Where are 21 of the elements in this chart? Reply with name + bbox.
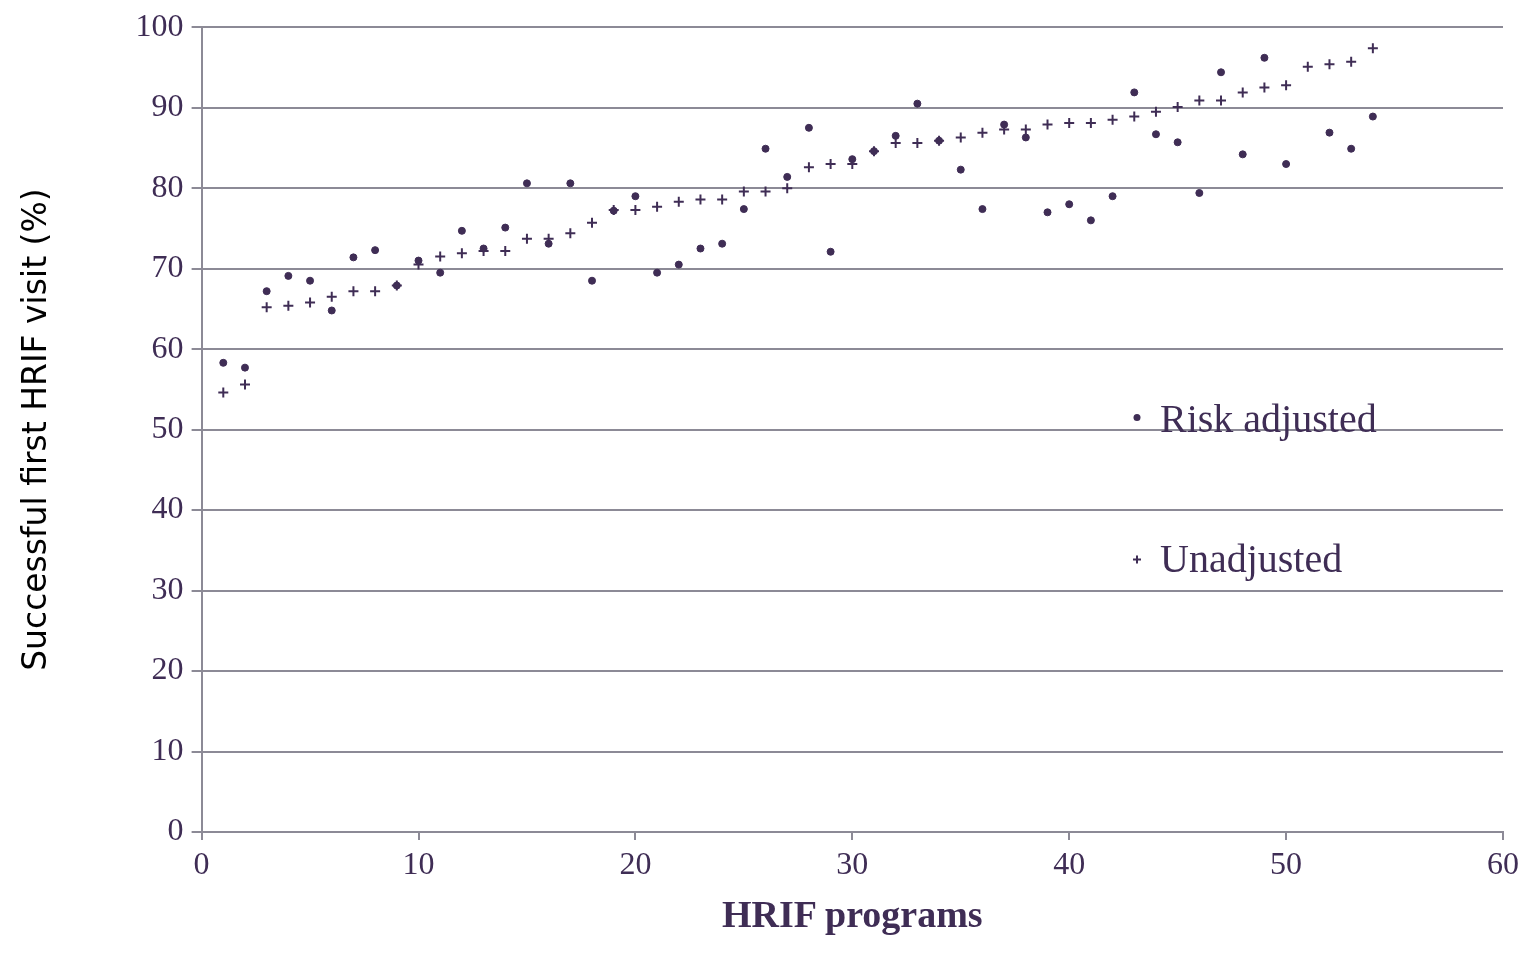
y-tick-label: 30 <box>151 569 184 606</box>
x-tick-label: 40 <box>1053 844 1086 881</box>
x-tick-label: 30 <box>836 844 869 881</box>
y-tick-label: 10 <box>151 730 184 767</box>
x-tick-label: 20 <box>619 844 652 881</box>
x-axis-title: HRIF programs <box>721 893 983 936</box>
legend-label: Unadjusted <box>1160 536 1343 582</box>
y-tick-label: 50 <box>151 409 184 446</box>
y-tick-label: 80 <box>151 167 184 204</box>
y-tick-label: 40 <box>151 489 184 526</box>
y-axis-title: Successful first HRIF visit (%) <box>15 188 55 671</box>
x-tick-label: 50 <box>1270 844 1303 881</box>
x-tick-label: 60 <box>1487 844 1519 881</box>
y-tick-label: 100 <box>135 6 184 43</box>
x-tick-label: 0 <box>193 844 210 881</box>
x-tick-label: 10 <box>402 844 435 881</box>
y-tick-label: 90 <box>151 87 184 124</box>
y-tick-label: 0 <box>167 811 184 848</box>
y-tick-label: 20 <box>151 650 184 687</box>
y-tick-label: 70 <box>151 248 184 285</box>
y-tick-label: 60 <box>151 328 184 365</box>
